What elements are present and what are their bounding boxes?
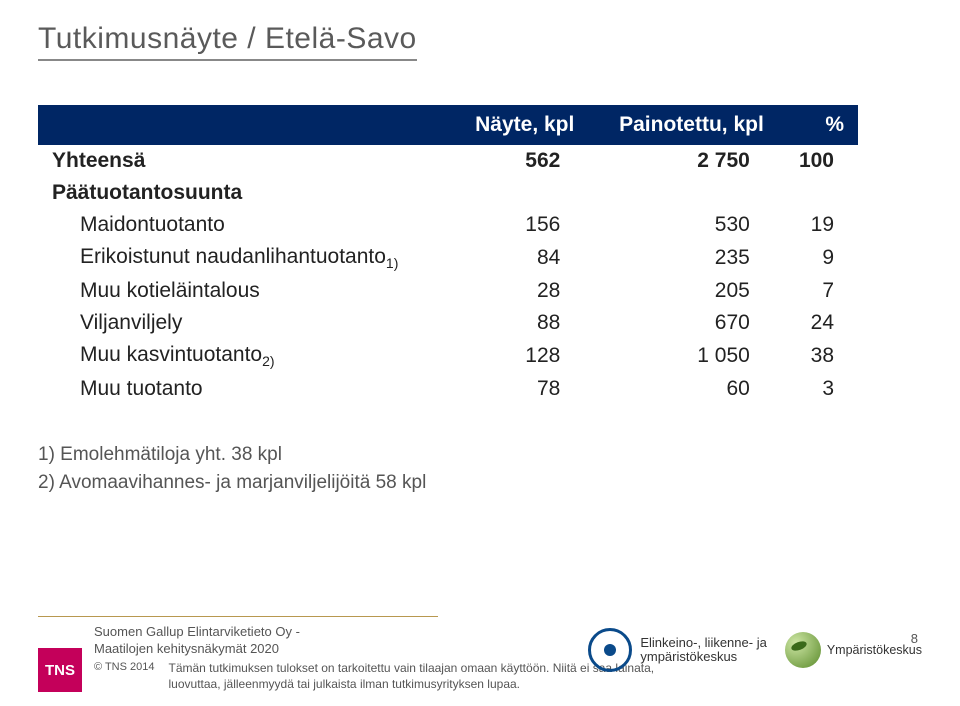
cell-pct: 7: [778, 275, 858, 307]
cell-label: Muu kotieläintalous: [38, 275, 449, 307]
col-header-nayte: Näyte, kpl: [449, 105, 589, 145]
cell-label: Muu kasvintuotanto2): [38, 339, 449, 373]
footer-text-block: Suomen Gallup Elintarviketieto Oy - Maat…: [94, 623, 654, 692]
slide: Tutkimusnäyte / Etelä-Savo Näyte, kpl Pa…: [0, 0, 960, 706]
cell-pct: [778, 177, 858, 209]
cell-painotettu: 670: [588, 307, 777, 339]
cell-painotettu: 2 750: [588, 145, 777, 177]
title-text: Tutkimusnäyte / Etelä-Savo: [38, 22, 417, 61]
page-title: Tutkimusnäyte / Etelä-Savo: [38, 22, 922, 61]
cell-label: Erikoistunut naudanlihantuotanto1): [38, 241, 449, 275]
cell-nayte: 88: [449, 307, 589, 339]
cell-painotettu: 205: [588, 275, 777, 307]
cell-painotettu: [588, 177, 777, 209]
table-row: Päätuotantosuunta: [38, 177, 858, 209]
globe-icon: [785, 632, 821, 668]
ely-text: Elinkeino-, liikenne- ja ympäristökeskus: [640, 636, 766, 665]
footer-copyright: © TNS 2014: [94, 660, 155, 675]
footer-divider: [38, 616, 438, 617]
table-row: Muu kasvintuotanto2)1281 05038: [38, 339, 858, 373]
ely-text-line2: ympäristökeskus: [640, 649, 737, 664]
cell-painotettu: 235: [588, 241, 777, 275]
ely-logo: Elinkeino-, liikenne- ja ympäristökeskus: [588, 628, 766, 672]
footer-source: Suomen Gallup Elintarviketieto Oy - Maat…: [94, 623, 654, 658]
cell-label: Päätuotantosuunta: [38, 177, 449, 209]
footer: TNS Suomen Gallup Elintarviketieto Oy - …: [0, 616, 960, 692]
cell-nayte: 28: [449, 275, 589, 307]
ymp-text: Ympäristökeskus: [827, 643, 922, 657]
footer-source-line1: Suomen Gallup Elintarviketieto Oy -: [94, 624, 300, 639]
cell-nayte: 128: [449, 339, 589, 373]
table-container: Näyte, kpl Painotettu, kpl % Yhteensä562…: [38, 105, 922, 405]
table-row: Muu tuotanto78603: [38, 373, 858, 405]
data-table: Näyte, kpl Painotettu, kpl % Yhteensä562…: [38, 105, 858, 405]
cell-nayte: 562: [449, 145, 589, 177]
cell-label: Muu tuotanto: [38, 373, 449, 405]
col-header-empty: [38, 105, 449, 145]
table-row: Viljanviljely8867024: [38, 307, 858, 339]
table-header: Näyte, kpl Painotettu, kpl %: [38, 105, 858, 145]
footer-disclaimer-line2: luovuttaa, jälleenmyydä tai julkaista il…: [169, 677, 521, 691]
footer-source-line2: Maatilojen kehitysnäkymät 2020: [94, 641, 279, 656]
cell-label: Maidontuotanto: [38, 209, 449, 241]
cell-pct: 100: [778, 145, 858, 177]
cell-painotettu: 1 050: [588, 339, 777, 373]
footnote-1: 1) Emolehmätiloja yht. 38 kpl: [38, 441, 922, 469]
cell-painotettu: 530: [588, 209, 777, 241]
tns-logo: TNS: [38, 648, 82, 692]
col-header-pct: %: [778, 105, 858, 145]
footnote-2: 2) Avomaavihannes- ja marjanviljelijöitä…: [38, 469, 922, 497]
cell-painotettu: 60: [588, 373, 777, 405]
footer-copyright-row: © TNS 2014 Tämän tutkimuksen tulokset on…: [94, 660, 654, 692]
cell-pct: 24: [778, 307, 858, 339]
cell-pct: 38: [778, 339, 858, 373]
cell-nayte: 78: [449, 373, 589, 405]
table-row: Erikoistunut naudanlihantuotanto1)842359: [38, 241, 858, 275]
table-row: Maidontuotanto15653019: [38, 209, 858, 241]
cell-nayte: 84: [449, 241, 589, 275]
cell-pct: 19: [778, 209, 858, 241]
cell-pct: 9: [778, 241, 858, 275]
ely-icon: [588, 628, 632, 672]
cell-label: Yhteensä: [38, 145, 449, 177]
ymparistokeskus-logo: Ympäristökeskus: [785, 632, 922, 668]
footer-disclaimer-line1: Tämän tutkimuksen tulokset on tarkoitett…: [169, 661, 655, 675]
ely-text-line1: Elinkeino-, liikenne- ja: [640, 635, 766, 650]
col-header-painotettu: Painotettu, kpl: [588, 105, 777, 145]
cell-label: Viljanviljely: [38, 307, 449, 339]
partner-logos: Elinkeino-, liikenne- ja ympäristökeskus…: [588, 628, 922, 672]
table-row: Muu kotieläintalous282057: [38, 275, 858, 307]
tns-logo-text: TNS: [45, 662, 75, 679]
table-row: Yhteensä5622 750100: [38, 145, 858, 177]
cell-nayte: 156: [449, 209, 589, 241]
footer-disclaimer: Tämän tutkimuksen tulokset on tarkoitett…: [169, 660, 655, 692]
table-body: Yhteensä5622 750100PäätuotantosuuntaMaid…: [38, 145, 858, 405]
cell-pct: 3: [778, 373, 858, 405]
cell-nayte: [449, 177, 589, 209]
footnotes: 1) Emolehmätiloja yht. 38 kpl 2) Avomaav…: [38, 441, 922, 496]
